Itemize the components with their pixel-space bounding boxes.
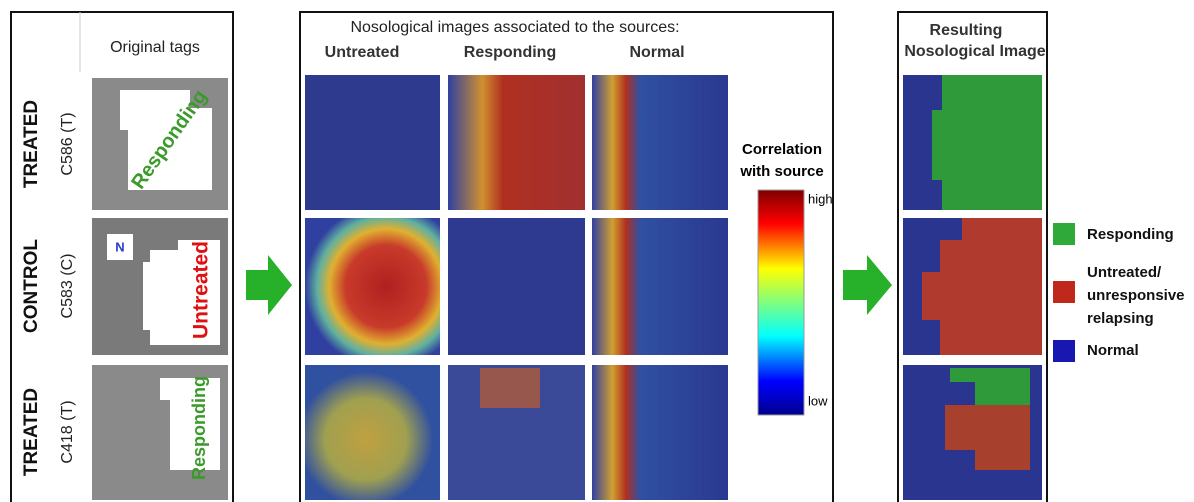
panel-title: Nosological images associated to the sou… [350, 19, 679, 36]
legend-swatch [1053, 223, 1075, 245]
legend-swatch [1053, 340, 1075, 362]
map [592, 218, 728, 355]
legend-label: relapsing [1087, 310, 1154, 327]
legend: Responding Untreated/ unresponsive relap… [1053, 223, 1185, 362]
map [448, 75, 585, 210]
tag-label: Responding [189, 376, 209, 480]
legend-label: Untreated/ [1087, 264, 1162, 281]
panel-title: Resulting [930, 22, 1003, 39]
row-id: C586 (T) [59, 112, 76, 175]
column-header: Normal [629, 44, 684, 61]
legend-label: unresponsive [1087, 287, 1185, 304]
figure: Original tags TREATED C586 (T) CONTROL C… [0, 0, 1194, 502]
arrow [246, 255, 292, 315]
legend-label: Responding [1087, 226, 1174, 243]
map [305, 365, 440, 500]
map [592, 365, 728, 500]
colorbar-high: high [808, 191, 833, 206]
tag-label: Untreated [190, 241, 213, 339]
column-header: Untreated [325, 44, 400, 61]
tag-images: Responding N Untreated Responding [92, 78, 228, 500]
colorbar [758, 190, 804, 415]
map [448, 218, 585, 355]
map-region [480, 368, 540, 408]
column-header: Responding [464, 44, 556, 61]
panel-title: Nosological Image [904, 43, 1045, 60]
row-labels: TREATED C586 (T) CONTROL C583 (C) TREATE… [21, 100, 76, 476]
correlation-maps [305, 75, 728, 500]
group-label: TREATED [21, 100, 42, 188]
legend-swatch [1053, 281, 1075, 303]
group-label: TREATED [21, 388, 42, 476]
tag-label: N [115, 239, 124, 254]
colorbar-title: with source [739, 163, 823, 180]
legend-label: Normal [1087, 342, 1139, 359]
colorbar-low: low [808, 393, 828, 408]
map-region [932, 75, 1042, 210]
colorbar-title: Correlation [742, 141, 822, 158]
map [305, 218, 440, 355]
result-maps [903, 75, 1042, 500]
row-id: C418 (T) [59, 400, 76, 463]
map [305, 75, 440, 210]
map [592, 75, 728, 210]
arrow [843, 255, 892, 315]
row-id: C583 (C) [59, 254, 76, 319]
panel-header: Original tags [110, 39, 200, 56]
group-label: CONTROL [21, 239, 42, 333]
